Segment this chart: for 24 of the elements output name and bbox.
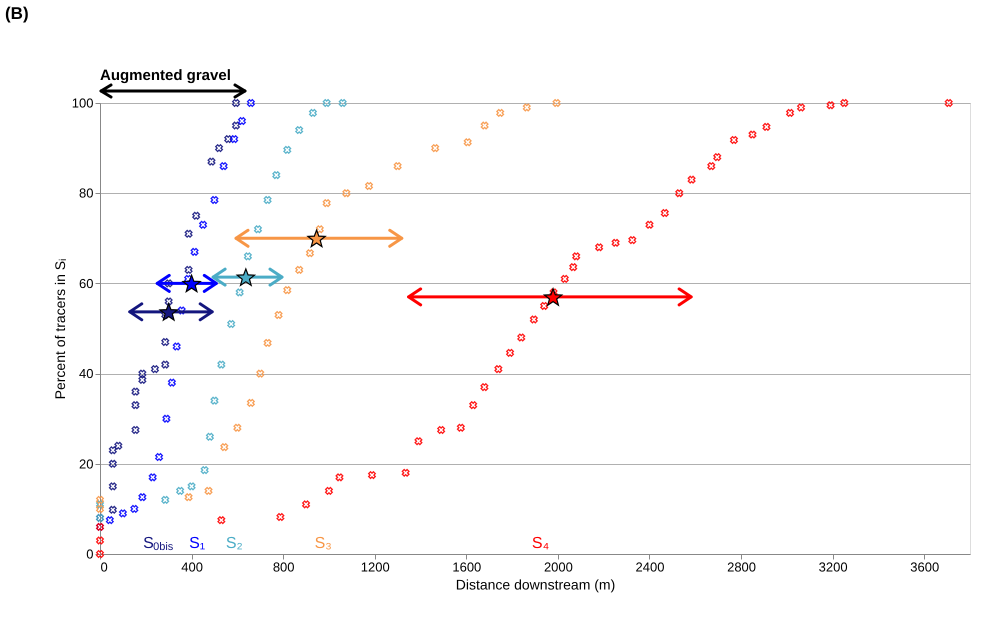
x-tick-label: 800: [272, 560, 295, 574]
y-tick-label: 80: [79, 186, 94, 201]
x-tick-label: 2000: [544, 560, 573, 574]
text: S₄: [532, 535, 550, 552]
y-axis-title: Percent of tracers in Sᵢ: [52, 258, 68, 400]
x-tick-label: 2800: [727, 560, 756, 574]
x-tick-label: 0: [100, 560, 108, 574]
x-tick-label: 1200: [360, 560, 390, 574]
text: Augmented gravel: [100, 67, 231, 84]
y-tick-label: 60: [79, 276, 94, 291]
y-tick-label: 40: [79, 366, 94, 382]
x-tick-label: 400: [181, 560, 203, 574]
text: S₃: [314, 535, 332, 552]
x-tick-label: 2400: [636, 560, 664, 574]
y-tick-label: 0: [86, 546, 94, 562]
x-axis-title: Distance downstream (m): [456, 576, 616, 592]
x-tick-label: 3200: [818, 560, 848, 574]
y-tick-label: 100: [72, 96, 94, 110]
text: S₂: [226, 535, 243, 552]
chart-title: (B): [5, 4, 29, 23]
y-tick-label: 20: [79, 456, 94, 472]
x-tick-label: 3600: [910, 560, 940, 574]
x-tick-label: 1600: [452, 560, 482, 574]
text: S₁: [189, 535, 206, 552]
